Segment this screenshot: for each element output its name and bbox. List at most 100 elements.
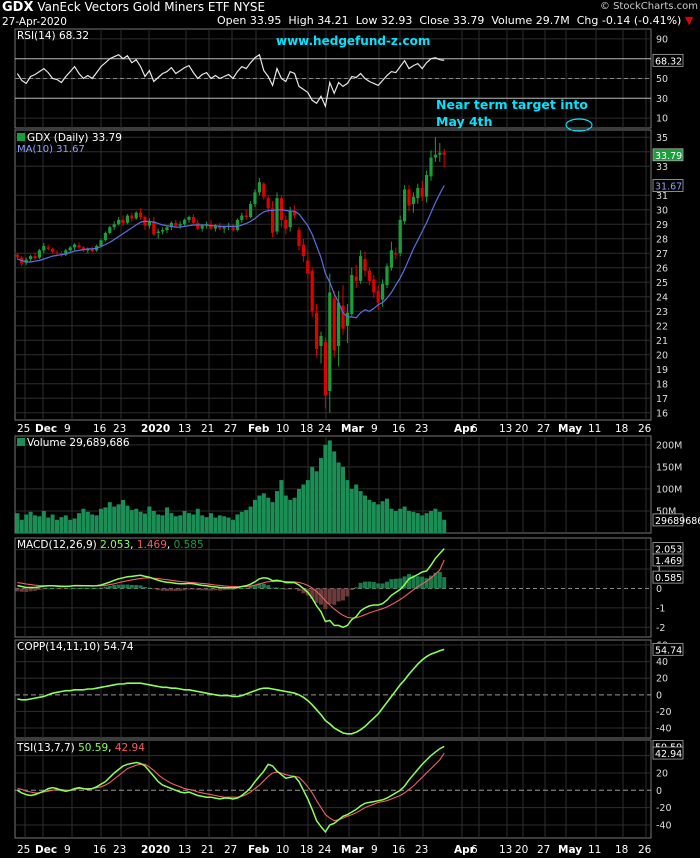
candle-body — [152, 221, 156, 235]
coppock-line — [17, 648, 445, 735]
candle-body — [42, 246, 46, 251]
macd-hist-bar — [28, 588, 33, 592]
macd-hist-bar — [327, 588, 332, 604]
change-label: Chg — [576, 14, 599, 27]
price-tick: 20 — [656, 350, 668, 361]
macd-hist-bar — [283, 588, 288, 590]
macd-hist-bar — [226, 588, 231, 590]
price-tick: 19 — [656, 365, 668, 376]
copp-tick: 40 — [656, 657, 668, 668]
tsi-signal-tag-box — [652, 746, 684, 760]
macd-hist-bar — [244, 587, 249, 589]
volume-bar — [213, 517, 218, 533]
candle-body — [169, 222, 173, 228]
macd-hist-bar — [217, 588, 222, 591]
copp-tick: -20 — [656, 707, 672, 718]
volume-bar — [33, 515, 37, 533]
volume-bar — [385, 498, 389, 533]
candle-body — [266, 198, 270, 209]
volume-bar — [354, 484, 359, 533]
macd-value: 2.053 — [100, 539, 131, 551]
macd-hist-tag-box — [652, 570, 684, 584]
volume-bar — [173, 516, 178, 533]
candle-body — [235, 219, 239, 231]
x-axis-label-upper: 27 — [537, 423, 550, 435]
x-axis-label-upper: 16 — [392, 423, 406, 435]
rsi-tick: 90 — [656, 34, 668, 45]
candle-body — [108, 227, 112, 233]
macd-hist-bar — [292, 588, 297, 590]
candle-body — [376, 290, 380, 303]
candle-body — [15, 254, 19, 257]
price-tick: 16 — [656, 408, 668, 419]
macd-hist-bar — [24, 588, 29, 592]
volume-bar — [244, 510, 249, 533]
volume-tick: 100M — [656, 484, 682, 495]
macd-hist-bar — [116, 584, 121, 589]
macd-hist-bar — [371, 582, 376, 589]
volume-bar — [336, 462, 341, 533]
volume-panel-label: Volume 29,689,686 — [17, 437, 130, 449]
candle-body — [257, 182, 261, 193]
ma-label: MA(10) 31.67 — [17, 144, 85, 155]
price-tick: 21 — [656, 336, 668, 347]
volume-tick: 150M — [656, 462, 682, 473]
macd-hist-bar — [107, 585, 112, 589]
price-tick: 18 — [656, 379, 668, 390]
macd-hist-bar — [50, 588, 55, 590]
volume-bar — [266, 497, 271, 533]
macd-hist-bar — [279, 588, 284, 590]
coppock-label: COPP(14,11,10) 54.74 — [17, 641, 134, 653]
candle-body — [337, 302, 341, 347]
macd-hist-bar — [402, 576, 407, 589]
candle-body — [73, 244, 77, 248]
volume-bar — [209, 513, 213, 533]
tsi-value: 50.59 — [78, 742, 109, 754]
macd-hist-bar — [90, 588, 95, 590]
x-axis-label-lower: Feb — [248, 844, 270, 856]
volume-bar — [314, 471, 319, 533]
candle-body — [319, 335, 323, 347]
volume-bar — [407, 510, 411, 533]
macd-hist-bar — [367, 581, 372, 589]
macd-hist-bar — [398, 578, 403, 589]
macd-hist-bar — [151, 588, 156, 590]
macd-hist-bar — [160, 588, 165, 591]
ma10-line — [17, 185, 445, 319]
volume-bar — [332, 451, 337, 533]
open-label: Open — [217, 14, 247, 27]
macd-hist-bar — [209, 588, 213, 591]
candle-body — [345, 312, 349, 326]
volume-bar — [235, 514, 240, 533]
macd-hist-bar — [103, 586, 108, 589]
low-value: 32.93 — [380, 14, 413, 27]
candle-body — [156, 231, 160, 233]
volume-bar — [248, 506, 253, 533]
macd-hist-bar — [341, 588, 345, 601]
volume-bar — [138, 511, 143, 533]
macd-hist-bar — [235, 588, 240, 590]
volume-bar — [94, 515, 99, 533]
candle-body — [174, 222, 178, 226]
volume-bar — [37, 516, 42, 533]
candle-body — [253, 192, 257, 204]
candle-body — [29, 256, 33, 260]
volume-bar — [222, 516, 227, 533]
macd-tick: 0 — [656, 584, 662, 595]
volume-bar — [393, 510, 398, 533]
ma-value-tag-box — [652, 179, 684, 192]
candle-body — [341, 305, 345, 329]
volume-bar — [68, 519, 73, 533]
volume-bar — [239, 511, 244, 533]
price-tick: 22 — [656, 321, 668, 332]
x-axis-label-lower: 23 — [113, 844, 126, 856]
candle-body — [433, 154, 437, 158]
coppock-value-tag-box — [652, 642, 684, 656]
volume-bar — [305, 480, 310, 533]
exchange-name: NYSE — [233, 0, 266, 14]
volume-bar — [46, 517, 51, 533]
candle-body — [372, 279, 376, 293]
volume-bar — [19, 519, 24, 533]
candle-body — [297, 230, 301, 246]
volume-bar — [319, 458, 323, 533]
